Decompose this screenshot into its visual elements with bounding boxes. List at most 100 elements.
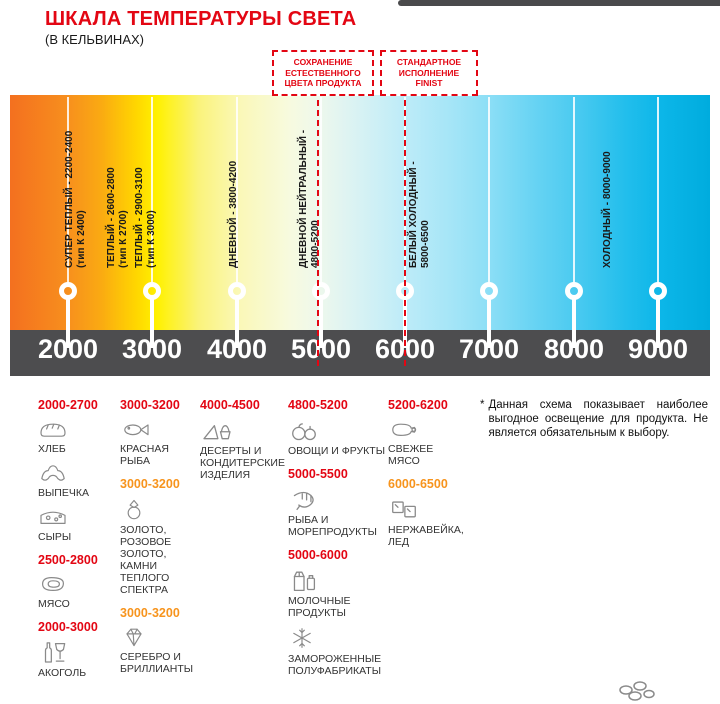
tick-label-7000: 7000 [458,334,520,364]
legend-item-bread: ХЛЕБ [38,417,110,455]
tick-label-4000: 4000 [206,334,268,364]
meat-icon [38,572,110,596]
legend-column-4: 4800-5200 ОВОЩИ И ФРУКТЫ 5000-5500 РЫБА … [288,398,408,683]
legend-item-label: КРАСНАЯ РЫБА [120,443,169,467]
zone-label-warm-2700: ТЕПЛЫЙ - 2600-2800 (тип К 2700) [106,167,129,268]
range-label: 3000-3200 [120,477,180,491]
grid-line-8000 [573,97,575,283]
zone-label-super-warm: СУПЕР ТЕПЛЫЙ - 2200-2400 (тип К 2400) [64,130,87,268]
range-label: 2500-2800 [38,553,98,567]
range-label: 4800-5200 [288,398,348,412]
legend-column-5: 5200-6200 СВЕЖЕЕ МЯСО 6000-6500 НЕРЖАВЕЙ… [388,398,468,554]
ham-icon [388,417,468,441]
scale-bar [10,330,710,376]
pin-stem-3000 [150,298,154,348]
tick-label-9000: 9000 [627,334,689,364]
legend-item-label: РЫБА И МОРЕПРОДУКТЫ [288,514,377,538]
diamond-icon [120,625,198,649]
legend-item-label: НЕРЖАВЕЙКА, ЛЕД [388,524,464,548]
pin-5000 [312,282,330,300]
pin-8000 [565,282,583,300]
legend-item-frozen: ЗАМОРОЖЕННЫЕ ПОЛУФАБРИКАТЫ [288,625,408,677]
legend-column-3: 4000-4500 ДЕСЕРТЫ И КОНДИТЕРСКИЕ ИЗДЕЛИЯ [200,398,288,487]
footnote-text: Данная схема показывает наиболее выгодно… [488,399,708,439]
dashed-line-6000 [404,90,406,366]
wine-bottle-icon [38,639,110,665]
shrimp-icon [288,486,408,512]
legend-item-label: СЕРЕБРО И БРИЛЛИАНТЫ [120,651,194,675]
legend-item-dairy: МОЛОЧНЫЕ ПРОДУКТЫ [288,567,408,619]
legend-item-label: ОВОЩИ И ФРУКТЫ [288,445,386,457]
grid-line-7000 [488,97,490,283]
zone-label-daylight: ДНЕВНОЙ - 3800-4200 [228,160,239,268]
range-label: 2000-2700 [38,398,98,412]
legend-item-label: ЗОЛОТО, РОЗОВОЕ ЗОЛОТО, КАМНИ ТЕПЛОГО СП… [120,524,172,596]
range-label: 3000-3200 [120,398,180,412]
nuts-icon [616,678,656,704]
pin-stem-4000 [235,298,239,348]
top-right-dark-strip [398,0,720,6]
footnote: * Данная схема показывает наиболее выгод… [480,398,708,440]
pastry-icon [38,461,110,485]
pin-2000 [59,282,77,300]
range-label: 5000-5500 [288,467,348,481]
legend-item-red-fish: КРАСНАЯ РЫБА [120,417,198,467]
legend-item-seafood: РЫБА И МОРЕПРОДУКТЫ [288,486,408,538]
tick-label-2000: 2000 [37,334,99,364]
page-subtitle: (В КЕЛЬВИНАХ) [45,32,144,47]
milk-icon [288,567,408,593]
legend-item-meat: МЯСО [38,572,110,610]
pin-4000 [228,282,246,300]
range-label: 4000-4500 [200,398,260,412]
pin-stem-9000 [656,298,660,348]
ice-cubes-icon [388,496,468,522]
grid-line-2000 [67,97,69,283]
tick-label-3000: 3000 [121,334,183,364]
legend-item-label: ЗАМОРОЖЕННЫЕ ПОЛУФАБРИКАТЫ [288,653,382,677]
legend-item-fresh-meat: СВЕЖЕЕ МЯСО [388,417,468,467]
cake-icon [200,417,288,443]
ring-icon [120,496,198,522]
bread-icon [38,417,110,441]
callout-standard-finist: СТАНДАРТНОЕ ИСПОЛНЕНИЕ FINIST [380,50,478,96]
pin-stem-2000 [66,298,70,348]
fish-icon [120,417,198,441]
pin-3000 [143,282,161,300]
legend-column-2: 3000-3200 КРАСНАЯ РЫБА 3000-3200 ЗОЛОТО,… [120,398,198,681]
range-label: 3000-3200 [120,606,180,620]
grid-line-4000 [236,97,238,283]
legend-item-gold: ЗОЛОТО, РОЗОВОЕ ЗОЛОТО, КАМНИ ТЕПЛОГО СП… [120,496,198,596]
range-label: 2000-3000 [38,620,98,634]
footnote-asterisk: * [480,399,485,411]
snowflake-icon [288,625,408,651]
legend-item-pastry: ВЫПЕЧКА [38,461,110,499]
tick-label-5000: 5000 [290,334,352,364]
legend-item-ice: НЕРЖАВЕЙКА, ЛЕД [388,496,468,548]
callout-natural-color: СОХРАНЕНИЕ ЕСТЕСТВЕННОГО ЦВЕТА ПРОДУКТА [272,50,374,96]
legend-item-label: СВЕЖЕЕ МЯСО [388,443,434,467]
zone-label-warm-3000: ТЕПЛЫЙ - 2900-3100 (тип К 3000) [134,167,157,268]
legend-item-alcohol: АКОГОЛЬ [38,639,110,679]
legend-item-cheese: СЫРЫ [38,505,110,543]
zone-label-cool-white: БЕЛЫЙ ХОЛОДНЫЙ - 5800-6500 [408,161,431,268]
legend-item-vegetables-fruits: ОВОЩИ И ФРУКТЫ [288,417,408,457]
legend-item-label: ХЛЕБ [38,443,66,455]
fruits-icon [288,417,408,443]
grid-line-5000 [320,97,322,283]
legend-item-label: ВЫПЕЧКА [38,487,89,499]
pin-7000 [480,282,498,300]
legend-item-label: СЫРЫ [38,531,72,543]
legend-item-label: АКОГОЛЬ [38,667,87,679]
legend-item-label: ДЕСЕРТЫ И КОНДИТЕРСКИЕ ИЗДЕЛИЯ [200,445,285,481]
legend-item-label: МОЛОЧНЫЕ ПРОДУКТЫ [288,595,351,619]
range-label: 5000-6000 [288,548,348,562]
pin-stem-8000 [572,298,576,348]
pin-9000 [649,282,667,300]
cheese-icon [38,505,110,529]
pin-stem-7000 [487,298,491,348]
range-label: 6000-6500 [388,477,448,491]
tick-label-8000: 8000 [543,334,605,364]
dashed-line-5000 [317,90,319,366]
legend-item-silver: СЕРЕБРО И БРИЛЛИАНТЫ [120,625,198,675]
